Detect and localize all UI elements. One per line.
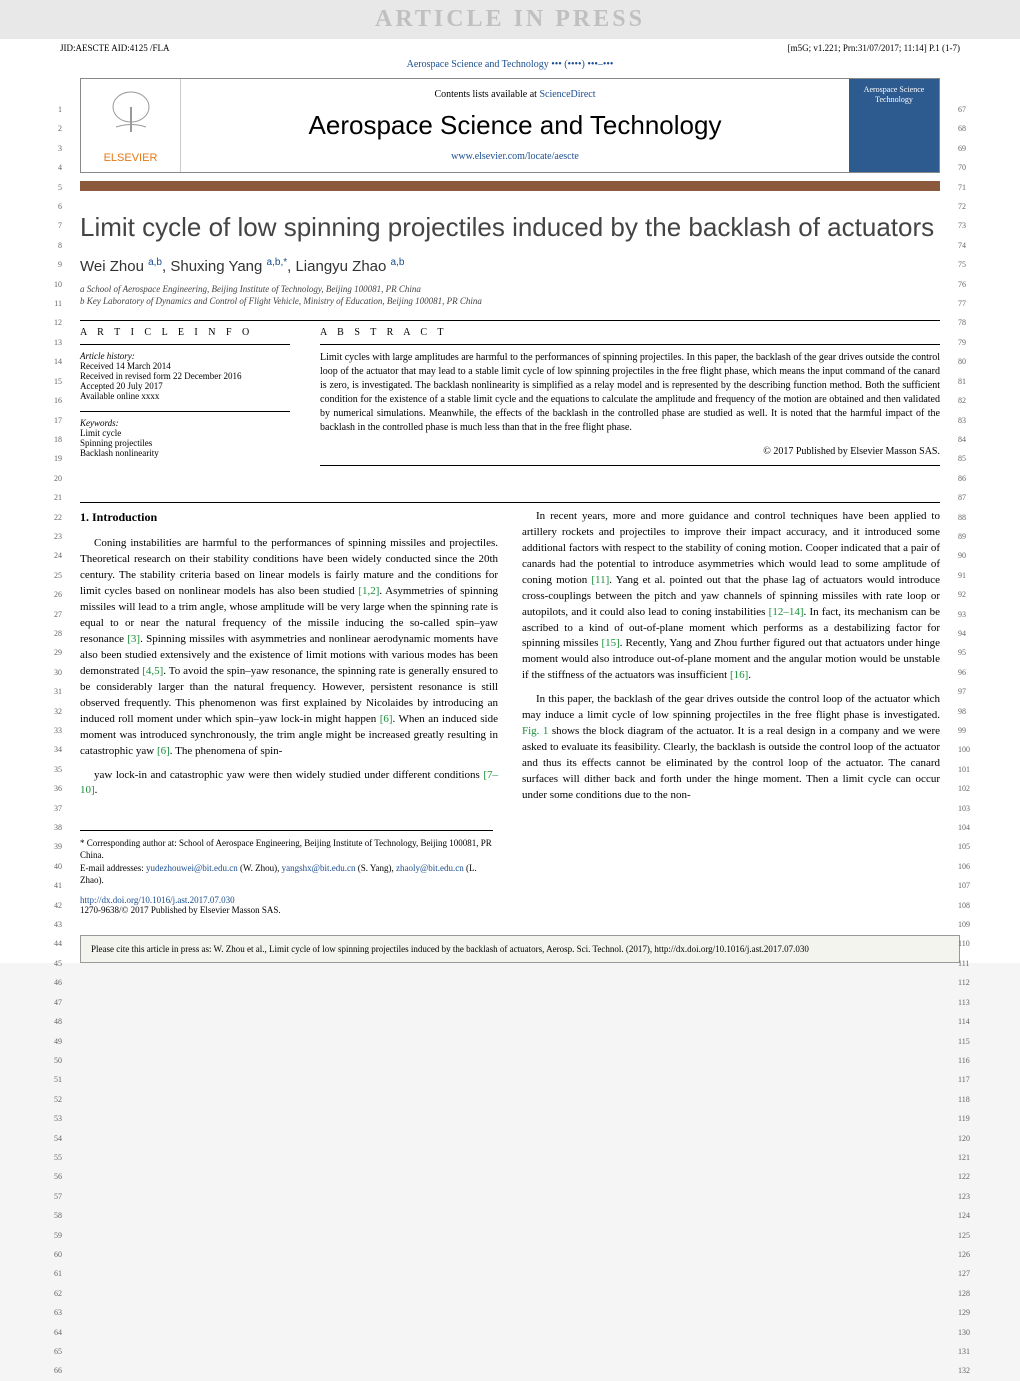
masthead: ELSEVIER Contents lists available at Sci… (80, 78, 940, 173)
header-right: [m5G; v1.221; Prn:31/07/2017; 11:14] P.1… (788, 43, 960, 53)
doi-link[interactable]: http://dx.doi.org/10.1016/j.ast.2017.07.… (80, 895, 235, 905)
keywords-label: Keywords: (80, 418, 290, 428)
affiliation-b: b Key Laboratory of Dynamics and Control… (80, 295, 940, 308)
intro-p2: yaw lock-in and catastrophic yaw were th… (80, 768, 498, 800)
journal-name: Aerospace Science and Technology (191, 110, 839, 141)
abstract-heading: A B S T R A C T (320, 327, 940, 338)
corresponding-author: * Corresponding author at: School of Aer… (80, 837, 493, 862)
article-title: Limit cycle of low spinning projectiles … (80, 211, 940, 245)
body-columns: 1. Introduction Coning instabilities are… (80, 509, 940, 810)
section-1-heading: 1. Introduction (80, 509, 498, 526)
divider-bar (80, 181, 940, 191)
history-revised: Received in revised form 22 December 201… (80, 371, 290, 381)
authors-line: Wei Zhou a,b, Shuxing Yang a,b,*, Liangy… (80, 257, 940, 275)
publisher-name: ELSEVIER (104, 152, 158, 164)
keyword-3: Backlash nonlinearity (80, 448, 290, 458)
issn-copyright: 1270-9638/© 2017 Published by Elsevier M… (80, 905, 940, 915)
header-meta: JID:AESCTE AID:4125 /FLA [m5G; v1.221; P… (0, 39, 1020, 57)
affiliation-a: a School of Aerospace Engineering, Beiji… (80, 283, 940, 296)
contents-available: Contents lists available at ScienceDirec… (191, 89, 839, 100)
publisher-logo-block: ELSEVIER (81, 79, 181, 172)
doi-block: http://dx.doi.org/10.1016/j.ast.2017.07.… (80, 895, 940, 915)
email-addresses: E-mail addresses: yudezhouwei@bit.edu.cn… (80, 862, 493, 887)
journal-url[interactable]: www.elsevier.com/locate/aescte (451, 151, 579, 162)
abstract-copyright: © 2017 Published by Elsevier Masson SAS. (320, 445, 940, 459)
footnotes: * Corresponding author at: School of Aer… (80, 830, 493, 887)
keyword-1: Limit cycle (80, 428, 290, 438)
article-info-block: A R T I C L E I N F O Article history: R… (80, 327, 290, 472)
abstract-block: A B S T R A C T Limit cycles with large … (320, 327, 940, 472)
citation-box: Please cite this article in press as: W.… (80, 935, 960, 963)
affiliations: a School of Aerospace Engineering, Beiji… (80, 283, 940, 308)
sciencedirect-link[interactable]: ScienceDirect (539, 89, 595, 100)
keyword-2: Spinning projectiles (80, 438, 290, 448)
header-journal-line: Aerospace Science and Technology ••• (••… (0, 57, 1020, 78)
header-left: JID:AESCTE AID:4125 /FLA (60, 43, 170, 53)
intro-p4: In this paper, the backlash of the gear … (522, 692, 940, 804)
history-received: Received 14 March 2014 (80, 361, 290, 371)
history-online: Available online xxxx (80, 391, 290, 401)
article-info-heading: A R T I C L E I N F O (80, 327, 290, 338)
history-label: Article history: (80, 351, 290, 361)
intro-p3: In recent years, more and more guidance … (522, 509, 940, 684)
watermark-banner: ARTICLE IN PRESS (0, 0, 1020, 39)
history-accepted: Accepted 20 July 2017 (80, 381, 290, 391)
intro-p1: Coning instabilities are harmful to the … (80, 536, 498, 759)
divider (80, 320, 940, 321)
abstract-text: Limit cycles with large amplitudes are h… (320, 351, 940, 435)
elsevier-tree-icon (101, 87, 161, 147)
journal-cover: Aerospace Science Technology (849, 79, 939, 172)
